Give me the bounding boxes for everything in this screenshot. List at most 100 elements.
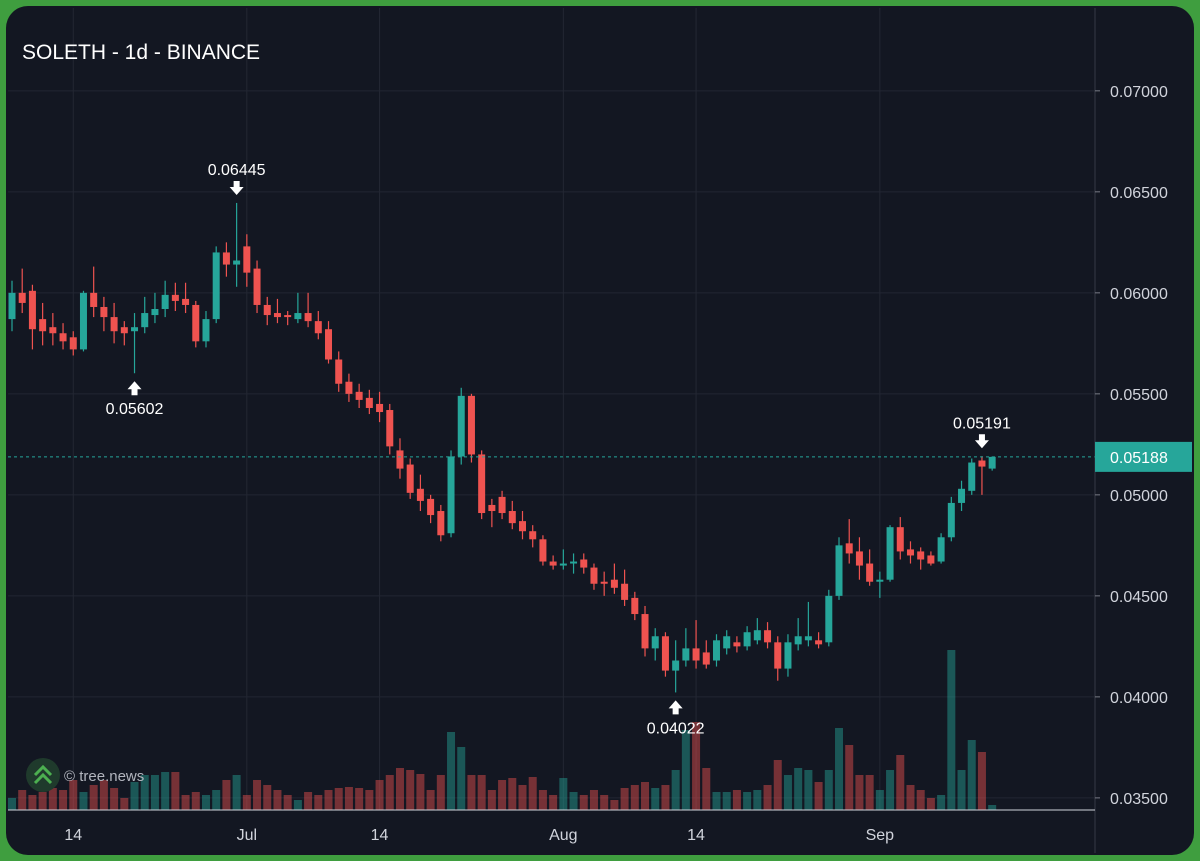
- candle-body: [314, 321, 322, 334]
- candle-body: [825, 595, 833, 643]
- volume-bar: [477, 775, 486, 810]
- candle-body: [457, 395, 465, 457]
- candle-body: [222, 252, 230, 265]
- y-tick-label: 0.03500: [1110, 791, 1168, 808]
- volume-bar: [395, 768, 404, 810]
- volume-bar: [48, 788, 57, 810]
- panel: [6, 6, 1194, 855]
- candle-body: [764, 630, 772, 643]
- volume-bar: [130, 782, 139, 810]
- volume-bar: [406, 770, 415, 810]
- annotation-label: 0.06445: [208, 162, 266, 179]
- candle-body: [753, 630, 761, 641]
- candle-body: [110, 317, 118, 332]
- volume-bar: [181, 795, 190, 810]
- candle-body: [365, 397, 373, 408]
- candle-body: [682, 648, 690, 661]
- candle-body: [978, 460, 986, 467]
- volume-bar: [242, 795, 251, 810]
- candle-body: [325, 329, 333, 360]
- volume-bar: [773, 760, 782, 810]
- volume-bar: [937, 795, 946, 810]
- volume-bar: [855, 775, 864, 810]
- candle-body: [519, 521, 526, 532]
- volume-bar: [283, 795, 292, 810]
- candle-body: [192, 304, 200, 342]
- y-tick-label: 0.06000: [1110, 286, 1168, 303]
- candle-body: [702, 652, 710, 665]
- candle-body: [131, 327, 139, 332]
- volume-bar: [732, 790, 741, 810]
- y-tick-label: 0.06500: [1110, 185, 1168, 202]
- candle-body: [253, 268, 261, 305]
- candle-body: [437, 511, 445, 536]
- volume-bar: [161, 772, 170, 810]
- volume-bar: [977, 752, 986, 810]
- volume-bar: [988, 805, 997, 810]
- volume-bar: [232, 775, 241, 810]
- candle-body: [815, 640, 823, 645]
- volume-bar: [753, 790, 762, 810]
- volume-bar: [467, 775, 476, 810]
- volume-bar: [89, 785, 98, 810]
- candle-layer: [8, 202, 996, 693]
- candle-body: [784, 642, 792, 669]
- volume-bar: [957, 770, 966, 810]
- volume-bar: [355, 788, 364, 810]
- x-tick-label: 14: [64, 827, 82, 844]
- candle-body: [988, 456, 996, 469]
- candle-body: [539, 539, 547, 562]
- volume-bar: [426, 790, 435, 810]
- volume-bar: [375, 780, 384, 810]
- candle-body: [233, 260, 241, 265]
- volume-bar: [671, 770, 680, 810]
- volume-layer: [8, 650, 997, 810]
- candle-body: [386, 410, 394, 447]
- volume-bar: [743, 792, 752, 810]
- candle-body: [610, 579, 618, 588]
- candle-body: [631, 597, 639, 615]
- candle-body: [866, 563, 874, 582]
- candle-body: [498, 496, 506, 514]
- volume-bar: [947, 650, 956, 810]
- volume-bar: [783, 775, 792, 810]
- candle-body: [835, 545, 843, 596]
- volume-bar: [763, 785, 772, 810]
- x-tick-label: Jul: [237, 827, 257, 844]
- volume-bar: [344, 787, 353, 810]
- candle-body: [171, 294, 179, 301]
- volume-bar: [824, 770, 833, 810]
- overlay-layer: 0.06445 0.05602 0.04022 0.05191: [8, 162, 1095, 737]
- candle-body: [28, 290, 36, 330]
- candle-body: [406, 464, 414, 493]
- volume-bar: [304, 792, 313, 810]
- volume-bar: [508, 778, 517, 810]
- volume-bar: [875, 790, 884, 810]
- candle-body: [182, 298, 190, 305]
- candle-body: [478, 454, 486, 514]
- candle-body: [151, 309, 159, 316]
- x-tick-label: 14: [371, 827, 389, 844]
- volume-bar: [69, 780, 78, 810]
- candle-body: [488, 504, 496, 512]
- volume-bar: [549, 795, 558, 810]
- candle-body: [845, 543, 853, 554]
- candle-body: [355, 391, 363, 400]
- candle-body: [886, 527, 894, 580]
- candle-body: [906, 549, 914, 556]
- volume-bar: [293, 800, 302, 810]
- candle-body: [263, 304, 271, 316]
- volume-bar: [835, 728, 844, 810]
- candle-body: [927, 555, 935, 564]
- candle-body: [774, 642, 782, 669]
- candle-body: [600, 581, 608, 584]
- annotation-arrow: [974, 434, 989, 449]
- candle-body: [304, 313, 312, 322]
- candle-body: [723, 636, 731, 649]
- y-tick-label: 0.04500: [1110, 589, 1168, 606]
- candle-body: [651, 636, 659, 649]
- volume-bar: [99, 780, 108, 810]
- y-tick-label: 0.05000: [1110, 488, 1168, 505]
- volume-bar: [498, 780, 507, 810]
- volume-bar: [38, 792, 47, 810]
